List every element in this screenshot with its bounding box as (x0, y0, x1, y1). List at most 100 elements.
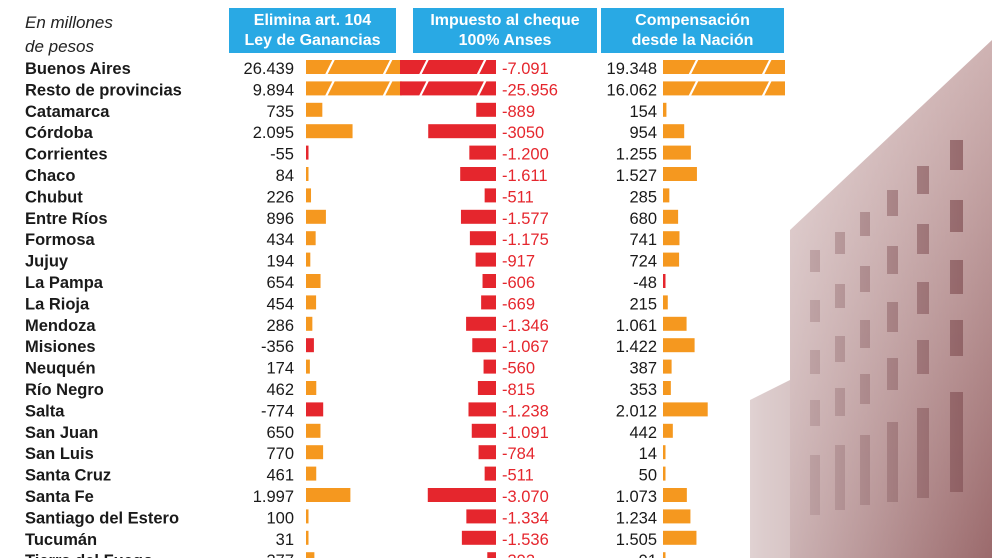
bar-break-mark (761, 58, 772, 76)
value-label-1: 770 (266, 445, 294, 463)
bar-3 (663, 124, 685, 139)
value-label-2: -1.577 (502, 210, 549, 228)
bar-1 (306, 295, 317, 310)
bar-2 (400, 60, 496, 74)
row-label: Tierra del Fuego (25, 552, 153, 558)
bar-1 (306, 124, 353, 139)
bar-1 (306, 445, 324, 460)
row-label: Entre Ríos (25, 210, 108, 228)
bar-3 (663, 509, 691, 524)
value-label-3: 1.073 (616, 488, 657, 506)
bar-1 (306, 231, 316, 246)
value-label-1: 654 (266, 274, 294, 292)
value-label-2: -815 (502, 381, 535, 399)
table-row: Santa Fe 1.997 -3.070 1.073 (25, 488, 687, 506)
row-label: Catamarca (25, 103, 110, 121)
value-label-1: 461 (266, 467, 294, 485)
bar-3 (663, 252, 680, 267)
row-label: Mendoza (25, 317, 96, 335)
column-header-2-line-1: Impuesto al cheque (430, 12, 579, 29)
bar-1 (306, 488, 351, 502)
value-label-3: 1.255 (616, 146, 657, 164)
row-label: Santa Fe (25, 488, 94, 506)
value-label-3: 724 (629, 253, 657, 271)
value-label-2: -669 (502, 295, 535, 313)
bar-1 (306, 81, 402, 96)
row-label: Neuquén (25, 360, 96, 378)
table-row: La Pampa 654 -606 -48 (25, 274, 666, 292)
table-row: Formosa 434 -1.175 741 (25, 231, 680, 249)
table-row: Salta -774 -1.238 2.012 (25, 402, 708, 420)
bar-break-mark (476, 58, 487, 76)
table-row: Chubut 226 -511 285 (25, 188, 670, 206)
table-row: Chaco 84 -1.611 1.527 (25, 167, 697, 185)
bar-break-mark (325, 79, 335, 97)
bar-2 (469, 145, 496, 160)
bar-1 (306, 60, 402, 74)
value-label-3: 442 (629, 424, 657, 442)
value-label-1: 377 (266, 552, 294, 558)
bar-1 (306, 466, 317, 481)
row-label: Misiones (25, 338, 96, 356)
column-header-bg-3 (601, 8, 784, 53)
bar-3 (663, 274, 666, 288)
value-label-1: 462 (266, 381, 294, 399)
row-label: Jujuy (25, 253, 69, 271)
bar-2 (481, 295, 496, 310)
value-label-2: -511 (502, 467, 534, 485)
value-label-3: 1.234 (616, 509, 657, 527)
value-label-1: 434 (266, 231, 294, 249)
value-label-3: 91 (639, 552, 657, 558)
table-row: Tucumán 31 -1.536 1.505 (25, 530, 697, 549)
bar-2 (400, 81, 496, 96)
value-label-1: 650 (266, 424, 294, 442)
column-header-3-line-2: desde la Nación (632, 32, 754, 49)
bar-2 (487, 552, 496, 558)
bar-3 (663, 145, 691, 160)
bar-2 (469, 231, 496, 246)
value-label-2: -1.200 (502, 146, 549, 164)
row-label: La Pampa (25, 274, 104, 292)
table-row: Tierra del Fuego 377 -392 91 (25, 552, 666, 558)
value-label-2: -511 (502, 188, 534, 206)
row-label: Santa Cruz (25, 467, 111, 485)
bar-3 (663, 338, 695, 353)
row-label: San Juan (25, 424, 98, 442)
value-label-3: 741 (629, 231, 657, 249)
bar-3 (663, 295, 668, 310)
table-row: Misiones -356 -1.067 1.422 (25, 338, 695, 356)
value-label-1: 174 (266, 360, 294, 378)
value-label-3: 353 (629, 381, 657, 399)
bar-2 (460, 209, 496, 224)
bar-1 (306, 145, 309, 160)
value-label-1: 26.439 (244, 60, 294, 78)
bar-2 (471, 423, 496, 438)
row-label: La Rioja (25, 295, 90, 313)
bar-3 (663, 81, 785, 96)
value-label-1: 9.894 (253, 81, 294, 99)
value-label-3: 16.062 (607, 81, 657, 99)
column-header-1-line-2: Ley de Ganancias (244, 32, 380, 49)
bar-break-mark (688, 58, 699, 76)
row-label: Buenos Aires (25, 60, 131, 78)
bar-3 (663, 488, 687, 502)
bar-break-mark (476, 79, 487, 97)
bar-2 (428, 124, 496, 139)
table-row: Buenos Aires 26.439 -7.091 19.348 (25, 58, 785, 78)
bar-2 (461, 530, 496, 545)
bar-1 (306, 381, 317, 395)
column-header-3-line-1: Compensación (635, 12, 750, 29)
value-label-1: 1.997 (253, 488, 294, 506)
bar-2 (483, 359, 496, 374)
bar-3 (663, 381, 671, 395)
value-label-3: 1.422 (616, 338, 657, 356)
value-label-2: -1.611 (502, 167, 548, 185)
bar-1 (306, 316, 313, 331)
value-label-3: 19.348 (607, 60, 657, 78)
bar-1 (306, 359, 310, 374)
bar-3 (663, 445, 666, 460)
row-label: Corrientes (25, 146, 108, 164)
value-label-2: -1.067 (502, 338, 549, 356)
bar-1 (306, 188, 312, 203)
table-row: Mendoza 286 -1.346 1.061 (25, 316, 687, 335)
